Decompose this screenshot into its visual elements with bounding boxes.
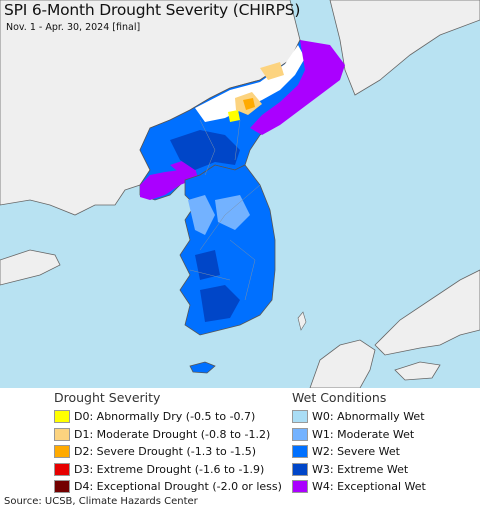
map-title: SPI 6-Month Drought Severity (CHIRPS) [4, 1, 301, 19]
legend-label: W3: Extreme Wet [312, 462, 409, 476]
russia-land [329, 0, 480, 96]
legend-drought: Drought Severity D0: Abnormally Dry (-0.… [54, 390, 282, 496]
legend-label: W1: Moderate Wet [312, 427, 415, 441]
legend-wet: Wet Conditions W0: Abnormally Wet W1: Mo… [292, 390, 426, 496]
nk-northern-normal [195, 45, 305, 122]
legend-swatch [292, 445, 308, 459]
legend-label: D1: Moderate Drought (-0.8 to -1.2) [74, 427, 271, 441]
legend-label: D4: Exceptional Drought (-2.0 or less) [74, 480, 282, 494]
legend-wet-heading: Wet Conditions [292, 390, 387, 405]
source-credit: Source: UCSB, Climate Hazards Center [4, 496, 198, 507]
sk-w1-west [188, 195, 215, 235]
legend-item-d2: D2: Severe Drought (-1.3 to -1.5) [54, 443, 282, 461]
sk-w3-west [195, 250, 220, 280]
legend-swatch [54, 445, 70, 459]
legend-item-d4: D4: Exceptional Drought (-2.0 or less) [54, 478, 282, 496]
legend-item-d0: D0: Abnormally Dry (-0.5 to -0.7) [54, 408, 282, 426]
legend-label: W0: Abnormally Wet [312, 410, 425, 424]
nk-drought-d0 [228, 110, 240, 122]
legend-swatch [54, 410, 70, 424]
map-canvas [0, 0, 480, 388]
sk-w3-south [200, 285, 240, 322]
legend-swatch [292, 480, 308, 494]
legend-label: W4: Exceptional Wet [312, 480, 426, 494]
legend-swatch [54, 480, 70, 494]
shandong-peninsula [0, 249, 61, 286]
nk-drought-d2 [243, 98, 255, 110]
japan-honshu [374, 269, 480, 356]
legend-swatch [292, 410, 308, 424]
japan-kyushu [309, 339, 376, 388]
legend-label: W2: Severe Wet [312, 445, 400, 459]
map-subtitle: Nov. 1 - Apr. 30, 2024 [final] [6, 22, 141, 33]
legend: Drought Severity D0: Abnormally Dry (-0.… [0, 388, 480, 494]
legend-drought-heading: Drought Severity [54, 390, 161, 405]
nk-north-d1 [260, 62, 284, 80]
legend-swatch [292, 427, 308, 441]
tsushima-island [297, 311, 307, 331]
legend-item-w1: W1: Moderate Wet [292, 426, 426, 444]
legend-item-w3: W3: Extreme Wet [292, 461, 426, 479]
nk-east-w4 [250, 40, 345, 135]
nk-w3 [170, 130, 240, 170]
legend-swatch [292, 462, 308, 476]
sk-w1-central [215, 195, 250, 230]
legend-item-w4: W4: Exceptional Wet [292, 478, 426, 496]
map-panel [0, 0, 480, 388]
legend-item-w0: W0: Abnormally Wet [292, 408, 426, 426]
legend-label: D0: Abnormally Dry (-0.5 to -0.7) [74, 410, 256, 424]
legend-item-d1: D1: Moderate Drought (-0.8 to -1.2) [54, 426, 282, 444]
legend-swatch [54, 427, 70, 441]
legend-label: D3: Extreme Drought (-1.6 to -1.9) [74, 462, 265, 476]
jeju-island [189, 361, 216, 374]
legend-item-d3: D3: Extreme Drought (-1.6 to -1.9) [54, 461, 282, 479]
province-borders [189, 119, 261, 301]
legend-swatch [54, 462, 70, 476]
nk-west-w4 [140, 168, 198, 200]
japan-shikoku [394, 361, 441, 381]
legend-label: D2: Severe Drought (-1.3 to -1.5) [74, 445, 257, 459]
legend-item-w2: W2: Severe Wet [292, 443, 426, 461]
